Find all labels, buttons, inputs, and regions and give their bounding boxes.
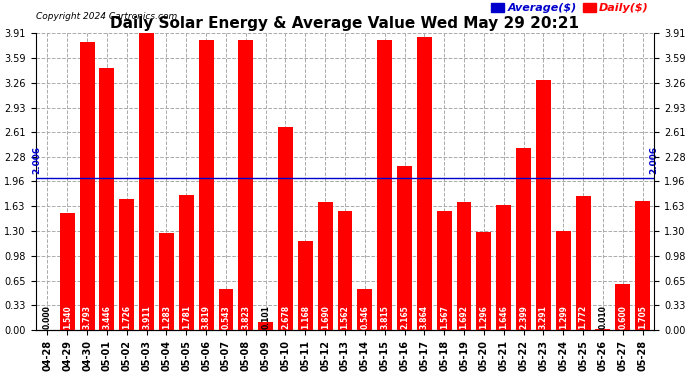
Bar — [357, 288, 373, 330]
Bar — [139, 33, 154, 330]
Text: 1.540: 1.540 — [63, 305, 72, 329]
Bar — [575, 195, 591, 330]
Text: 1.299: 1.299 — [559, 305, 568, 329]
Text: 0.600: 0.600 — [618, 305, 627, 329]
Bar — [60, 213, 75, 330]
Bar — [417, 37, 432, 330]
Text: 0.543: 0.543 — [221, 305, 230, 329]
Bar — [457, 202, 471, 330]
Bar — [635, 201, 650, 330]
Text: 1.772: 1.772 — [579, 305, 588, 329]
Text: 0.010: 0.010 — [598, 305, 607, 329]
Bar — [219, 289, 233, 330]
Title: Daily Solar Energy & Average Value Wed May 29 20:21: Daily Solar Energy & Average Value Wed M… — [110, 16, 580, 31]
Bar — [516, 148, 531, 330]
Bar — [199, 40, 214, 330]
Bar — [119, 199, 135, 330]
Bar — [555, 231, 571, 330]
Bar — [298, 242, 313, 330]
Text: 3.911: 3.911 — [142, 305, 151, 329]
Bar — [437, 211, 452, 330]
Text: 1.562: 1.562 — [340, 305, 350, 329]
Legend: Average($), Daily($): Average($), Daily($) — [491, 3, 649, 13]
Text: 2.006: 2.006 — [649, 146, 658, 174]
Text: 1.567: 1.567 — [440, 305, 449, 329]
Bar — [595, 329, 611, 330]
Bar — [397, 166, 412, 330]
Text: 0.546: 0.546 — [360, 305, 369, 329]
Bar — [159, 232, 174, 330]
Text: 1.296: 1.296 — [480, 305, 489, 329]
Bar — [377, 40, 392, 330]
Bar — [179, 195, 194, 330]
Text: 2.006: 2.006 — [32, 146, 41, 174]
Bar — [317, 202, 333, 330]
Text: 1.705: 1.705 — [638, 305, 647, 329]
Bar — [278, 127, 293, 330]
Text: 2.678: 2.678 — [281, 305, 290, 329]
Bar — [536, 80, 551, 330]
Text: 1.168: 1.168 — [301, 305, 310, 329]
Text: 1.692: 1.692 — [460, 305, 469, 329]
Text: 3.291: 3.291 — [539, 305, 548, 329]
Text: Copyright 2024 Cartronics.com: Copyright 2024 Cartronics.com — [35, 12, 177, 21]
Bar — [615, 285, 630, 330]
Text: 3.864: 3.864 — [420, 305, 429, 329]
Bar — [258, 322, 273, 330]
Text: 2.165: 2.165 — [400, 305, 409, 329]
Text: 0.000: 0.000 — [43, 305, 52, 329]
Text: 3.815: 3.815 — [380, 305, 389, 329]
Text: 1.690: 1.690 — [321, 305, 330, 329]
Text: 3.823: 3.823 — [241, 305, 250, 329]
Bar — [496, 205, 511, 330]
Text: 3.819: 3.819 — [201, 305, 210, 329]
Bar — [337, 211, 353, 330]
Text: 1.283: 1.283 — [162, 305, 171, 329]
Bar — [99, 69, 115, 330]
Bar — [476, 232, 491, 330]
Text: 3.446: 3.446 — [102, 305, 111, 329]
Text: 1.781: 1.781 — [181, 305, 191, 329]
Text: 0.101: 0.101 — [261, 305, 270, 329]
Text: 3.793: 3.793 — [83, 305, 92, 329]
Bar — [238, 40, 253, 330]
Bar — [79, 42, 95, 330]
Text: 1.726: 1.726 — [122, 305, 131, 329]
Text: 2.399: 2.399 — [519, 305, 528, 329]
Text: 1.646: 1.646 — [499, 305, 509, 329]
